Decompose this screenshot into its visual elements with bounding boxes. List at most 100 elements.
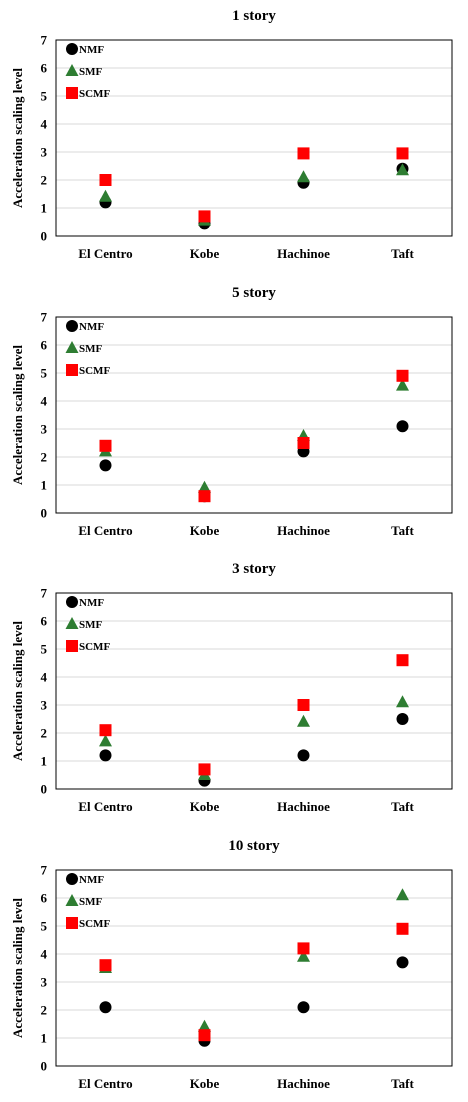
point-smf xyxy=(297,714,310,727)
y-axis-label: Acceleration scaling level xyxy=(10,898,25,1038)
point-scmf xyxy=(99,959,112,972)
y-tick-label: 3 xyxy=(41,145,48,160)
chart-panel: 3 story Acceleration scaling level 0 1 2 3 4 5 6… xyxy=(10,561,453,814)
point-scmf xyxy=(198,763,211,776)
point-smf xyxy=(99,734,112,747)
chart-title: 3 story xyxy=(232,561,276,577)
legend-marker-nmf xyxy=(66,873,78,885)
point-scmf xyxy=(396,147,409,160)
y-tick-label: 7 xyxy=(41,586,48,601)
point-scmf xyxy=(99,174,112,186)
y-tick-label: 1 xyxy=(41,201,48,216)
point-scmf xyxy=(198,490,211,503)
y-tick-label: 6 xyxy=(41,338,48,353)
legend-marker-nmf xyxy=(66,43,78,55)
chart-panel: 1 story Acceleration scaling level 0 1 2 3 4 5 6… xyxy=(10,8,453,261)
point-scmf xyxy=(198,1029,211,1042)
point-nmf xyxy=(99,459,112,472)
point-scmf xyxy=(99,724,112,737)
legend-label-scmf: SCMF xyxy=(79,918,110,930)
y-tick-label: 3 xyxy=(41,698,48,713)
y-tick-label: 6 xyxy=(41,891,48,906)
y-tick-label: 7 xyxy=(41,310,48,325)
y-tick-label: 0 xyxy=(41,229,48,244)
plot-frame xyxy=(55,316,453,514)
point-smf xyxy=(396,378,409,391)
x-category-label: El Centro xyxy=(78,523,132,538)
y-tick-label: 0 xyxy=(41,506,48,521)
x-category-label: El Centro xyxy=(78,799,132,814)
x-category-label: El Centro xyxy=(78,246,132,261)
y-tick-label: 1 xyxy=(41,1031,48,1046)
plot-frame xyxy=(55,592,453,790)
y-tick-label: 5 xyxy=(41,89,48,104)
y-tick-label: 3 xyxy=(41,975,48,990)
point-scmf xyxy=(396,369,409,382)
point-nmf xyxy=(396,713,409,725)
chart-title: 10 story xyxy=(228,838,280,854)
point-nmf xyxy=(297,749,310,762)
point-scmf xyxy=(396,922,409,935)
x-category-label: Taft xyxy=(391,246,414,261)
point-smf xyxy=(198,1019,211,1032)
legend-label-scmf: SCMF xyxy=(79,88,110,100)
legend-marker-smf xyxy=(65,617,79,629)
legend-marker-nmf xyxy=(66,320,78,332)
y-tick-label: 5 xyxy=(41,642,48,657)
chart-title: 5 story xyxy=(232,285,276,301)
point-nmf xyxy=(99,1001,112,1014)
point-smf xyxy=(396,163,409,176)
point-nmf xyxy=(396,956,409,969)
x-category-label: El Centro xyxy=(78,1076,132,1091)
legend-marker-smf xyxy=(65,64,79,76)
x-category-label: Kobe xyxy=(190,523,220,538)
y-tick-label: 7 xyxy=(41,863,48,878)
point-smf xyxy=(396,888,409,901)
point-nmf xyxy=(297,1001,310,1014)
legend-marker-smf xyxy=(65,894,79,906)
legend-marker-scmf xyxy=(66,364,78,376)
x-category-label: Hachinoe xyxy=(277,1076,330,1091)
legend-label-nmf: NMF xyxy=(79,874,104,886)
chart-panel: 5 story Acceleration scaling level 0 1 2 3 4 5 6… xyxy=(10,285,453,538)
point-smf xyxy=(297,170,310,183)
y-tick-label: 4 xyxy=(41,117,48,132)
x-category-label: Taft xyxy=(391,523,414,538)
x-category-label: Kobe xyxy=(190,246,220,261)
legend-label-scmf: SCMF xyxy=(79,641,110,653)
y-tick-label: 4 xyxy=(41,947,48,962)
y-tick-label: 5 xyxy=(41,366,48,381)
point-scmf xyxy=(297,437,310,449)
y-tick-label: 5 xyxy=(41,919,48,934)
x-category-label: Taft xyxy=(391,1076,414,1091)
x-category-label: Hachinoe xyxy=(277,523,330,538)
point-scmf xyxy=(99,439,112,452)
y-tick-label: 2 xyxy=(41,726,48,741)
y-tick-label: 6 xyxy=(41,614,48,629)
legend-label-nmf: NMF xyxy=(79,597,104,609)
y-tick-label: 3 xyxy=(41,422,48,437)
y-tick-label: 0 xyxy=(41,782,48,797)
legend-marker-nmf xyxy=(66,596,78,608)
legend-label-smf: SMF xyxy=(79,66,103,78)
point-scmf xyxy=(297,699,310,711)
point-scmf xyxy=(297,942,310,955)
y-tick-label: 7 xyxy=(41,33,48,48)
plot-frame xyxy=(55,869,453,1067)
y-tick-label: 1 xyxy=(41,478,48,493)
x-category-label: Hachinoe xyxy=(277,799,330,814)
legend-label-smf: SMF xyxy=(79,343,103,355)
plot-frame xyxy=(55,39,453,237)
point-smf xyxy=(99,189,112,202)
y-axis-label: Acceleration scaling level xyxy=(10,345,25,485)
point-scmf xyxy=(396,654,409,667)
y-tick-label: 4 xyxy=(41,394,48,409)
y-tick-label: 2 xyxy=(41,450,48,465)
legend-marker-scmf xyxy=(66,917,78,929)
chart-panel: 10 story Acceleration scaling level 0 1 2 3 4 5… xyxy=(10,838,453,1091)
y-tick-label: 2 xyxy=(41,173,48,188)
legend-label-nmf: NMF xyxy=(79,321,104,333)
y-tick-label: 0 xyxy=(41,1059,48,1074)
y-tick-label: 1 xyxy=(41,754,48,769)
